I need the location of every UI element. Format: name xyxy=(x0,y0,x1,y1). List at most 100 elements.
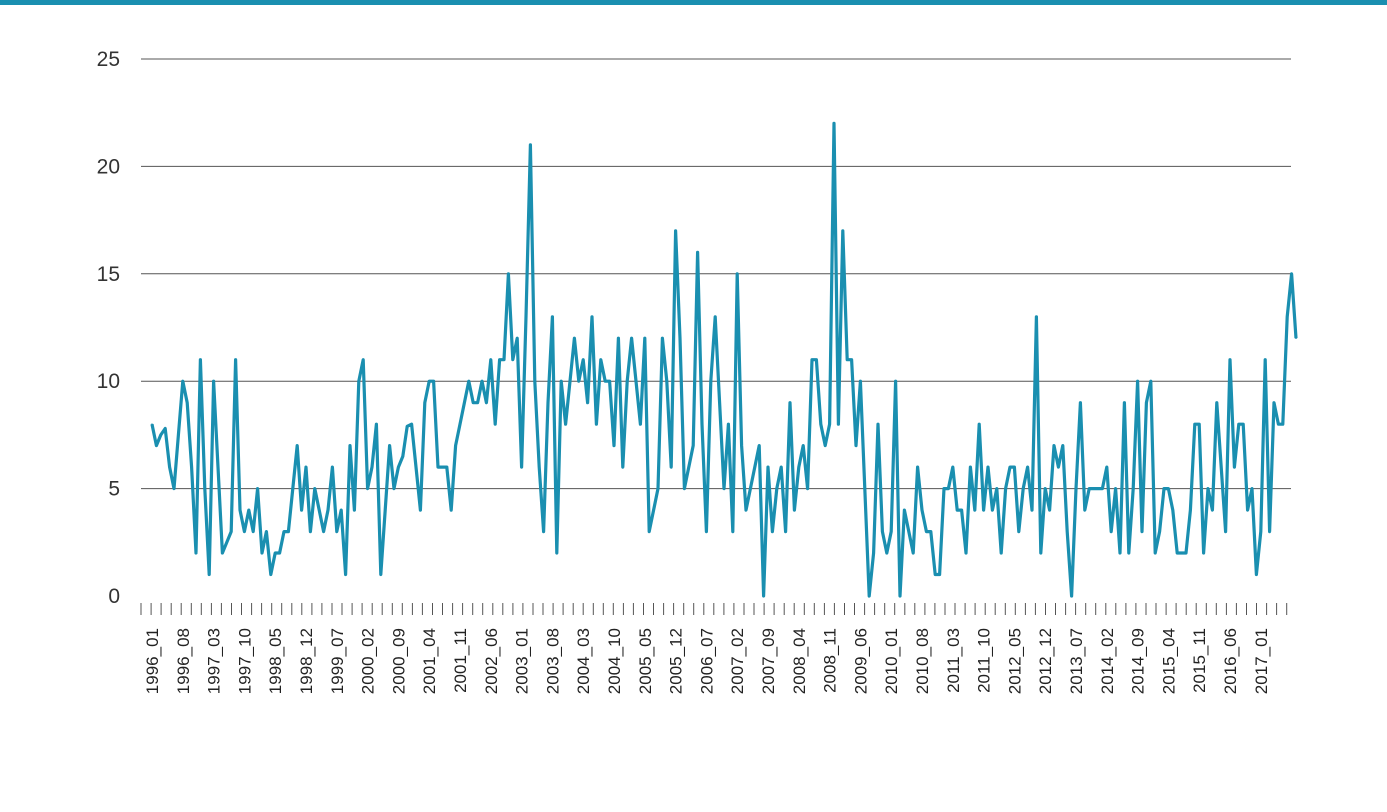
data-point xyxy=(296,444,299,447)
data-point xyxy=(564,423,567,426)
data-point xyxy=(512,358,514,361)
data-point xyxy=(613,444,615,447)
data-point xyxy=(617,337,620,340)
data-point xyxy=(446,466,448,468)
data-point xyxy=(952,466,954,468)
data-point xyxy=(419,509,422,511)
data-point xyxy=(1163,487,1165,490)
data-point xyxy=(1220,466,1222,468)
data-point xyxy=(1251,487,1253,490)
data-point xyxy=(912,552,914,554)
data-point xyxy=(230,530,232,533)
data-point xyxy=(600,358,602,361)
data-point xyxy=(340,509,343,511)
x-tick-label: 1998_12 xyxy=(297,628,316,694)
data-point xyxy=(1264,358,1266,361)
data-point xyxy=(679,337,681,340)
data-point xyxy=(1079,401,1082,404)
data-point xyxy=(1040,552,1042,554)
data-point xyxy=(696,251,699,254)
data-point xyxy=(336,530,338,533)
x-tick-label: 2003_01 xyxy=(513,628,532,694)
data-point xyxy=(811,358,813,361)
data-point xyxy=(516,337,518,340)
data-point xyxy=(947,487,950,490)
data-point xyxy=(666,380,668,383)
data-point xyxy=(1009,466,1011,468)
data-point xyxy=(1194,423,1196,426)
x-tick-label: 2012_05 xyxy=(1005,628,1024,694)
data-point xyxy=(674,230,677,232)
data-point xyxy=(256,487,259,490)
x-tick-label: 1997_03 xyxy=(205,628,224,694)
data-point xyxy=(428,380,431,383)
data-point xyxy=(1018,530,1020,533)
data-point xyxy=(582,358,584,361)
data-point xyxy=(978,423,980,426)
x-tick-label: 2000_09 xyxy=(389,628,408,694)
y-tick-label: 15 xyxy=(97,263,120,286)
data-point xyxy=(1172,509,1174,511)
data-point xyxy=(177,434,180,436)
data-point xyxy=(872,552,875,554)
data-point xyxy=(1123,401,1126,404)
x-tick-label: 2005_05 xyxy=(636,628,655,694)
x-tick-label: 2001_11 xyxy=(451,628,470,693)
data-point xyxy=(476,401,479,404)
data-point xyxy=(824,444,826,447)
data-point xyxy=(868,595,870,597)
data-point xyxy=(1031,509,1033,511)
data-point xyxy=(292,487,294,490)
y-tick-label: 25 xyxy=(97,48,120,71)
data-point xyxy=(1202,552,1205,554)
data-point xyxy=(212,380,215,383)
x-tick-label: 2010_01 xyxy=(882,628,901,694)
data-point xyxy=(776,487,778,490)
data-point xyxy=(626,380,628,383)
data-point xyxy=(1286,316,1288,318)
data-point xyxy=(463,401,466,404)
data-point xyxy=(1101,487,1104,490)
data-point xyxy=(221,552,224,554)
data-point xyxy=(375,423,378,426)
data-point xyxy=(366,487,369,490)
data-point xyxy=(432,380,435,383)
data-point xyxy=(762,595,765,597)
data-point xyxy=(542,530,545,533)
data-point xyxy=(925,530,928,533)
data-point xyxy=(960,509,963,511)
data-point xyxy=(1176,552,1178,554)
data-point xyxy=(485,401,488,404)
data-point xyxy=(1154,552,1156,554)
data-point xyxy=(1185,552,1187,554)
data-point xyxy=(767,466,769,468)
data-point xyxy=(393,487,395,490)
data-point xyxy=(1260,530,1262,533)
data-point xyxy=(388,444,391,447)
data-point xyxy=(362,358,365,361)
data-point xyxy=(168,466,171,468)
data-point xyxy=(864,487,866,490)
data-point xyxy=(1062,444,1064,447)
data-point xyxy=(1145,401,1148,404)
data-point xyxy=(1189,509,1192,511)
data-point xyxy=(173,487,175,490)
data-point xyxy=(1106,466,1108,468)
data-point xyxy=(754,466,756,468)
data-point xyxy=(204,487,206,490)
data-point xyxy=(965,552,967,554)
data-point xyxy=(837,423,840,426)
top-accent-rule xyxy=(0,0,1387,5)
data-point xyxy=(239,509,241,511)
data-point xyxy=(850,358,853,361)
x-tick-label: 2010_08 xyxy=(913,628,932,694)
data-point xyxy=(820,423,822,426)
data-point xyxy=(934,573,936,576)
y-axis-ticks: 0 5 10 15 20 25 xyxy=(97,48,120,608)
data-point xyxy=(771,530,774,533)
data-point xyxy=(437,466,439,468)
data-point xyxy=(723,487,725,490)
data-point xyxy=(226,541,228,544)
data-point xyxy=(657,487,659,490)
data-point xyxy=(498,358,501,361)
